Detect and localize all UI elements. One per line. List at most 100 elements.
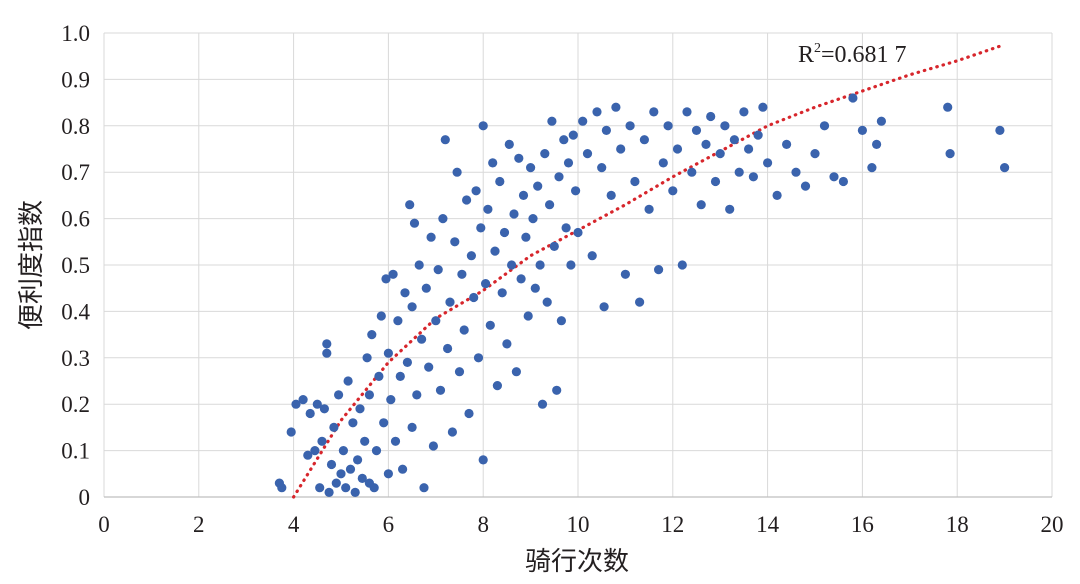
data-point	[407, 422, 417, 432]
data-point	[499, 227, 510, 238]
x-tick-label: 2	[193, 512, 205, 537]
data-point	[495, 176, 505, 187]
data-point	[867, 163, 877, 173]
trendline	[292, 42, 1007, 499]
data-point	[696, 200, 706, 210]
data-point	[298, 395, 308, 405]
data-point	[819, 121, 830, 131]
data-point	[687, 167, 697, 177]
data-point	[521, 232, 531, 242]
y-tick-label: 0.8	[61, 114, 90, 139]
data-point	[312, 399, 322, 409]
data-point	[535, 260, 545, 270]
data-point	[606, 190, 616, 200]
data-point	[663, 121, 673, 131]
data-point	[682, 107, 692, 117]
data-point	[554, 172, 564, 182]
data-point	[639, 135, 650, 145]
data-point	[457, 269, 467, 279]
data-point	[729, 135, 740, 145]
data-point	[450, 237, 460, 247]
data-point	[383, 348, 393, 358]
data-point	[326, 459, 337, 470]
data-point	[592, 107, 602, 117]
data-point	[514, 153, 524, 163]
x-tick-label: 14	[756, 512, 780, 537]
data-point	[511, 367, 521, 377]
data-point	[343, 376, 353, 386]
data-point	[476, 223, 486, 233]
data-point	[462, 195, 472, 205]
grid	[103, 32, 1053, 498]
y-tick-label: 0.4	[61, 299, 90, 324]
y-axis-title: 便利度指数	[17, 200, 47, 330]
data-point	[810, 149, 820, 159]
data-point	[691, 125, 702, 135]
data-point	[464, 408, 474, 419]
data-point	[563, 158, 574, 168]
data-point	[350, 487, 360, 497]
data-point	[364, 390, 374, 400]
data-point	[587, 251, 597, 261]
data-point	[381, 274, 391, 284]
data-point	[611, 102, 621, 112]
data-point	[334, 390, 344, 400]
data-point	[383, 469, 393, 479]
data-point	[635, 297, 645, 307]
x-tick-label: 6	[383, 512, 395, 537]
data-point	[374, 371, 384, 381]
data-point	[599, 302, 609, 312]
trendline-path	[292, 42, 1007, 499]
data-point	[549, 241, 559, 251]
data-point	[466, 251, 476, 261]
data-point	[568, 130, 578, 140]
data-point	[710, 176, 721, 187]
data-point	[537, 399, 548, 409]
data-points	[274, 93, 1010, 497]
data-point	[545, 200, 555, 210]
data-point	[393, 316, 403, 326]
data-point	[706, 111, 716, 122]
data-point	[424, 362, 434, 372]
data-point	[433, 265, 443, 275]
data-point	[715, 149, 725, 159]
data-point	[345, 464, 356, 474]
data-point	[644, 204, 654, 214]
data-point	[848, 93, 858, 103]
data-point	[720, 121, 730, 131]
data-point	[443, 343, 453, 354]
data-point	[412, 390, 422, 400]
data-point	[566, 260, 576, 270]
data-point	[454, 367, 465, 377]
y-tick-label: 0.3	[61, 346, 90, 371]
data-point	[772, 190, 782, 200]
data-point	[459, 325, 469, 335]
data-point	[876, 116, 887, 126]
data-point	[573, 227, 583, 238]
x-tick-label: 0	[98, 512, 110, 537]
data-point	[542, 297, 552, 307]
x-tick-label: 10	[567, 512, 590, 537]
data-point	[601, 125, 612, 135]
data-point	[556, 316, 567, 326]
data-point	[763, 158, 773, 168]
data-point	[677, 260, 687, 270]
data-point	[561, 223, 571, 233]
data-point	[668, 186, 678, 196]
data-point	[322, 339, 332, 349]
data-point	[504, 139, 514, 149]
data-point	[547, 116, 557, 126]
data-point	[739, 107, 749, 117]
data-point	[800, 181, 811, 191]
data-point	[407, 302, 417, 312]
data-point	[348, 418, 358, 428]
data-point	[341, 483, 351, 493]
x-tick-label: 16	[851, 512, 874, 537]
data-point	[658, 158, 668, 168]
data-point	[331, 478, 341, 488]
data-point	[431, 316, 441, 326]
data-point	[417, 334, 427, 344]
y-tick-label: 0.5	[61, 253, 90, 278]
data-point	[872, 139, 882, 149]
data-point	[540, 149, 550, 159]
